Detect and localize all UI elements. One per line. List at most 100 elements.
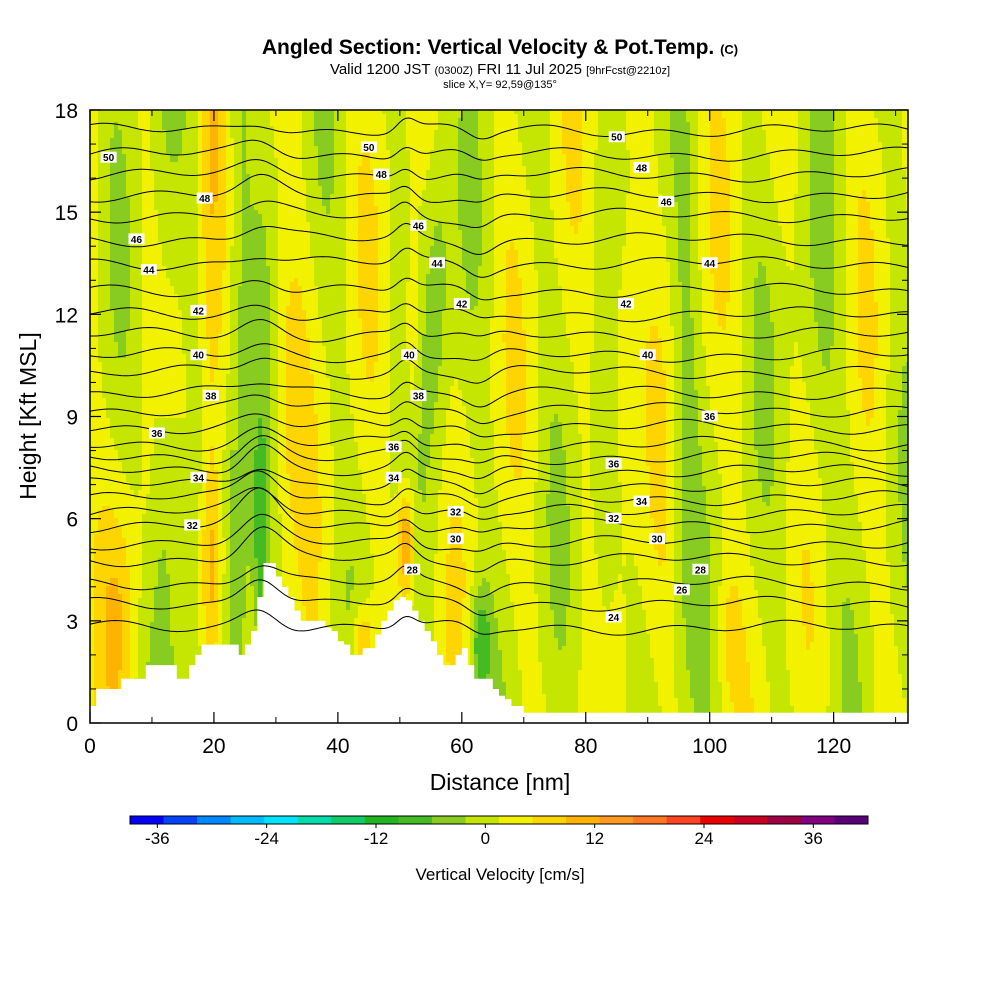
velocity-cell: [214, 258, 219, 263]
velocity-cell: [154, 414, 159, 419]
velocity-cell: [110, 286, 115, 291]
velocity-cell: [114, 302, 119, 307]
velocity-cell: [146, 578, 151, 583]
velocity-cell: [198, 138, 203, 143]
velocity-cell: [190, 642, 195, 647]
velocity-cell: [150, 558, 155, 563]
velocity-cell: [190, 510, 195, 515]
velocity-cell: [162, 230, 167, 235]
velocity-cell: [106, 298, 111, 303]
velocity-cell: [94, 490, 99, 495]
velocity-cell: [154, 634, 159, 639]
velocity-cell: [210, 614, 215, 619]
velocity-cell: [214, 506, 219, 511]
velocity-cell: [178, 362, 183, 367]
velocity-cell: [122, 382, 127, 387]
velocity-cell: [138, 638, 143, 643]
velocity-cell: [122, 318, 127, 323]
velocity-cell: [194, 390, 199, 395]
velocity-cell: [98, 502, 103, 507]
velocity-cell: [186, 482, 191, 487]
velocity-cell: [218, 342, 223, 347]
velocity-cell: [114, 134, 119, 139]
velocity-cell: [162, 374, 167, 379]
velocity-cell: [162, 606, 167, 611]
velocity-cell: [146, 550, 151, 555]
velocity-cell: [210, 406, 215, 411]
velocity-cell: [98, 378, 103, 383]
velocity-cell: [202, 178, 207, 183]
velocity-cell: [90, 302, 95, 307]
velocity-cell: [178, 198, 183, 203]
velocity-cell: [110, 558, 115, 563]
velocity-cell: [118, 214, 123, 219]
velocity-cell: [110, 622, 115, 627]
velocity-cell: [162, 582, 167, 587]
velocity-cell: [126, 462, 131, 467]
velocity-cell: [130, 674, 135, 679]
velocity-cell: [106, 582, 111, 587]
velocity-cell: [214, 210, 219, 215]
velocity-cell: [146, 462, 151, 467]
velocity-cell: [182, 482, 187, 487]
velocity-cell: [98, 518, 103, 523]
velocity-cell: [102, 486, 107, 491]
velocity-cell: [102, 546, 107, 551]
velocity-cell: [218, 130, 223, 135]
velocity-cell: [186, 206, 191, 211]
velocity-cell: [94, 198, 99, 203]
velocity-cell: [118, 486, 123, 491]
velocity-cell: [90, 574, 95, 579]
velocity-cell: [158, 462, 163, 467]
velocity-cell: [106, 334, 111, 339]
velocity-cell: [122, 510, 127, 515]
velocity-cell: [130, 190, 135, 195]
velocity-cell: [178, 630, 183, 635]
velocity-cell: [186, 502, 191, 507]
velocity-cell: [150, 478, 155, 483]
velocity-cell: [102, 482, 107, 487]
velocity-cell: [150, 242, 155, 247]
velocity-cell: [114, 662, 119, 667]
velocity-cell: [186, 378, 191, 383]
velocity-cell: [94, 662, 99, 667]
velocity-cell: [174, 394, 179, 399]
velocity-cell: [122, 518, 127, 523]
velocity-cell: [114, 626, 119, 631]
velocity-cell: [186, 154, 191, 159]
velocity-cell: [162, 130, 167, 135]
velocity-cell: [98, 442, 103, 447]
velocity-cell: [102, 310, 107, 315]
velocity-cell: [122, 154, 127, 159]
velocity-cell: [102, 202, 107, 207]
velocity-cell: [134, 138, 139, 143]
velocity-cell: [98, 434, 103, 439]
velocity-cell: [190, 122, 195, 127]
velocity-cell: [190, 186, 195, 191]
velocity-cell: [106, 174, 111, 179]
velocity-cell: [158, 158, 163, 163]
velocity-cell: [186, 662, 191, 667]
velocity-cell: [138, 366, 143, 371]
velocity-cell: [210, 130, 215, 135]
velocity-cell: [142, 354, 147, 359]
velocity-cell: [122, 322, 127, 327]
velocity-cell: [90, 458, 95, 463]
velocity-cell: [206, 186, 211, 191]
velocity-cell: [106, 470, 111, 475]
velocity-cell: [202, 434, 207, 439]
velocity-cell: [158, 378, 163, 383]
velocity-cell: [162, 598, 167, 603]
velocity-cell: [126, 518, 131, 523]
velocity-cell: [178, 114, 183, 119]
velocity-cell: [122, 454, 127, 459]
velocity-cell: [134, 518, 139, 523]
velocity-cell: [106, 442, 111, 447]
velocity-cell: [154, 290, 159, 295]
velocity-cell: [138, 490, 143, 495]
velocity-cell: [118, 642, 123, 647]
velocity-cell: [126, 530, 131, 535]
velocity-cell: [110, 250, 115, 255]
velocity-cell: [210, 322, 215, 327]
velocity-cell: [162, 302, 167, 307]
